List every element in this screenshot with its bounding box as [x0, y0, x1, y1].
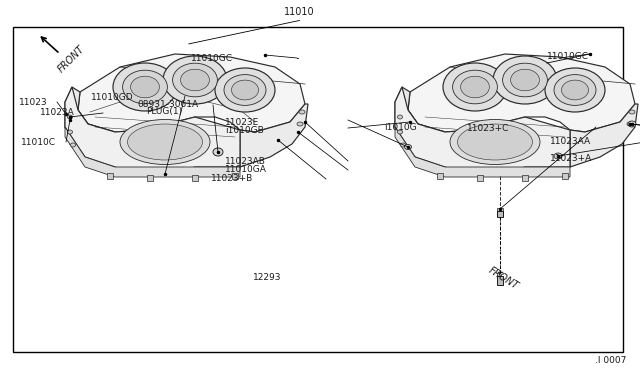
Ellipse shape	[545, 68, 605, 112]
Text: 11010GC: 11010GC	[191, 54, 233, 62]
Polygon shape	[395, 127, 570, 177]
Text: 08931-3061A: 08931-3061A	[138, 100, 199, 109]
Polygon shape	[65, 127, 240, 177]
Ellipse shape	[404, 144, 412, 150]
Ellipse shape	[113, 63, 177, 111]
Ellipse shape	[511, 69, 540, 91]
Ellipse shape	[401, 143, 406, 147]
Bar	[522, 175, 528, 181]
Ellipse shape	[127, 124, 202, 160]
Polygon shape	[395, 87, 570, 174]
Polygon shape	[408, 54, 635, 132]
Ellipse shape	[70, 143, 76, 147]
Polygon shape	[395, 87, 445, 167]
Ellipse shape	[163, 56, 227, 104]
Ellipse shape	[628, 121, 636, 127]
Text: i1010GB: i1010GB	[225, 126, 264, 135]
Ellipse shape	[561, 80, 589, 100]
Ellipse shape	[215, 68, 275, 112]
Bar	[437, 173, 443, 179]
Ellipse shape	[224, 75, 266, 105]
Text: 12293: 12293	[253, 273, 282, 282]
Bar	[497, 276, 503, 285]
Bar	[562, 173, 568, 179]
Ellipse shape	[180, 69, 209, 91]
Polygon shape	[78, 54, 305, 132]
Polygon shape	[65, 87, 240, 174]
Text: i1010G: i1010G	[384, 124, 417, 132]
Ellipse shape	[120, 119, 210, 164]
Text: FRONT: FRONT	[486, 265, 520, 291]
Text: 11010C: 11010C	[20, 138, 56, 147]
Ellipse shape	[452, 70, 497, 104]
Ellipse shape	[443, 63, 507, 111]
Ellipse shape	[627, 122, 633, 126]
Ellipse shape	[502, 63, 547, 97]
Text: 11010GA: 11010GA	[225, 165, 267, 174]
Bar	[232, 173, 238, 179]
Text: PLUG(1): PLUG(1)	[146, 107, 182, 116]
Text: 11010GD: 11010GD	[91, 93, 134, 102]
Ellipse shape	[232, 80, 259, 100]
Ellipse shape	[297, 122, 303, 126]
Ellipse shape	[629, 110, 635, 114]
Text: FRONT: FRONT	[56, 44, 87, 75]
Ellipse shape	[397, 130, 403, 134]
Ellipse shape	[461, 76, 490, 98]
Ellipse shape	[493, 56, 557, 104]
Text: 11010GC: 11010GC	[547, 52, 589, 61]
Text: 11023: 11023	[19, 98, 48, 107]
Ellipse shape	[123, 70, 168, 104]
Text: 11023AB: 11023AB	[225, 157, 266, 166]
Ellipse shape	[67, 130, 72, 134]
Polygon shape	[570, 104, 638, 167]
Text: 11023E: 11023E	[225, 118, 260, 126]
Bar	[497, 208, 503, 216]
Bar	[497, 211, 503, 217]
Ellipse shape	[67, 115, 72, 119]
Bar	[192, 175, 198, 181]
Bar	[477, 175, 483, 181]
Text: 11023+A: 11023+A	[550, 154, 593, 163]
Ellipse shape	[213, 148, 223, 156]
Ellipse shape	[397, 115, 403, 119]
Bar	[107, 173, 113, 179]
Ellipse shape	[131, 76, 159, 98]
Ellipse shape	[554, 153, 562, 159]
Polygon shape	[240, 104, 308, 167]
Text: 11023+C: 11023+C	[467, 124, 509, 133]
Text: 11010: 11010	[284, 7, 315, 17]
Ellipse shape	[299, 110, 305, 114]
Ellipse shape	[554, 75, 596, 105]
Text: 11023AA: 11023AA	[550, 137, 591, 146]
Text: .I 0007: .I 0007	[595, 356, 626, 365]
Text: 11023A: 11023A	[40, 108, 75, 117]
Ellipse shape	[450, 119, 540, 164]
Ellipse shape	[458, 124, 532, 160]
Bar	[147, 175, 153, 181]
Text: 11023+B: 11023+B	[211, 174, 253, 183]
Bar	[13, 27, 623, 352]
Polygon shape	[65, 87, 115, 167]
Ellipse shape	[173, 63, 218, 97]
